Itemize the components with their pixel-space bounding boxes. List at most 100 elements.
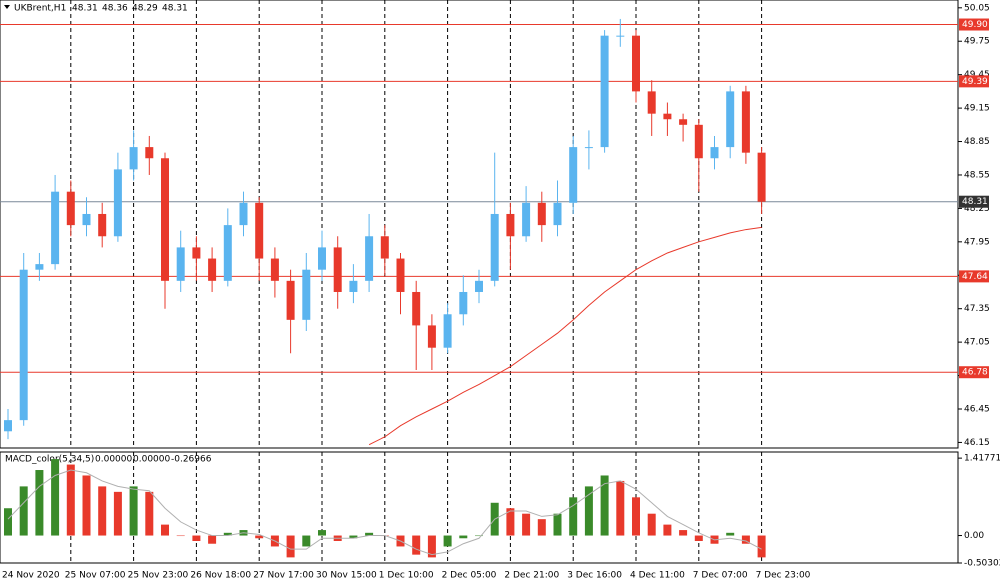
level-box bbox=[959, 366, 989, 379]
candle-body bbox=[270, 258, 279, 281]
x-tick-label: 26 Nov 18:00 bbox=[190, 571, 251, 581]
y-tick-label: 47.35 bbox=[964, 304, 990, 314]
readout-value: 48.36 bbox=[102, 4, 128, 14]
x-tick-label: 1 Dec 10:00 bbox=[379, 571, 434, 581]
macd-bar bbox=[318, 530, 326, 536]
macd-bar bbox=[208, 535, 217, 544]
candle-body bbox=[663, 113, 672, 120]
macd-bar bbox=[584, 486, 593, 536]
macd-bar bbox=[569, 497, 578, 536]
macd-bar bbox=[223, 532, 232, 536]
macd-bar bbox=[35, 470, 44, 536]
y-tick-label: 48.55 bbox=[964, 170, 990, 180]
macd-readout: -0.26966 bbox=[171, 455, 212, 465]
macd-bar bbox=[506, 508, 515, 536]
macd-title: MACD_color(5,34,5) bbox=[5, 455, 94, 465]
level-box bbox=[959, 18, 989, 31]
y-tick-label: 48.25 bbox=[964, 204, 990, 214]
macd-bar bbox=[192, 535, 201, 541]
candle-body bbox=[569, 147, 578, 203]
level-label: 49.90 bbox=[962, 20, 988, 30]
candle-body bbox=[145, 147, 154, 159]
candle-body bbox=[223, 225, 232, 281]
level-label: 47.64 bbox=[962, 272, 988, 282]
candle-body bbox=[302, 269, 311, 320]
candle-body bbox=[553, 202, 562, 226]
x-tick-label: 30 Nov 15:00 bbox=[316, 571, 377, 581]
macd-frame bbox=[0, 451, 959, 564]
macd-bar bbox=[349, 535, 358, 539]
candle-body bbox=[286, 280, 295, 320]
readout-value: 48.31 bbox=[162, 4, 188, 14]
candle-body bbox=[333, 247, 342, 292]
macd-bar bbox=[161, 524, 169, 536]
candle-body bbox=[82, 213, 91, 226]
macd-bar bbox=[4, 508, 12, 536]
macd-bar bbox=[255, 535, 264, 539]
x-tick-label: 3 Dec 16:00 bbox=[567, 571, 622, 581]
level-label: 46.78 bbox=[962, 368, 988, 378]
macd-bar bbox=[537, 519, 546, 536]
macd-signal bbox=[7, 469, 762, 556]
macd-bar bbox=[632, 497, 640, 536]
candle-body bbox=[726, 91, 735, 148]
candle-body bbox=[380, 236, 389, 259]
candle-body bbox=[176, 247, 185, 281]
price-frame bbox=[0, 0, 959, 449]
candle-body bbox=[741, 91, 750, 153]
candle-body bbox=[600, 35, 609, 148]
macd-bar bbox=[286, 535, 295, 558]
candle-body bbox=[66, 191, 75, 226]
candle-body bbox=[129, 147, 138, 170]
candle-body bbox=[443, 314, 452, 348]
candle-body bbox=[757, 152, 766, 202]
candle-body bbox=[679, 119, 688, 125]
macd-bar bbox=[66, 464, 75, 536]
candle-body bbox=[208, 258, 217, 281]
x-tick-label: 25 Nov 23:00 bbox=[128, 571, 189, 581]
x-tick-label: 4 Dec 11:00 bbox=[630, 571, 685, 581]
macd-bar bbox=[412, 535, 421, 555]
candle-body bbox=[506, 213, 515, 237]
macd-bar bbox=[82, 475, 91, 536]
y-tick-label: 49.75 bbox=[964, 37, 990, 47]
candle-body bbox=[396, 258, 405, 292]
candle-body bbox=[19, 269, 28, 421]
candle-body bbox=[161, 158, 169, 281]
x-tick-label: 7 Dec 23:00 bbox=[756, 571, 811, 581]
candle-body bbox=[4, 420, 12, 432]
macd-bar bbox=[129, 486, 138, 536]
y-tick-label: 49.15 bbox=[964, 104, 990, 114]
y-tick-label: 46.45 bbox=[964, 404, 990, 414]
candle-body bbox=[459, 291, 468, 315]
macd-bar bbox=[427, 535, 436, 558]
x-tick-label: 2 Dec 05:00 bbox=[442, 571, 497, 581]
candle-body bbox=[318, 247, 326, 270]
x-tick-label: 27 Nov 17:00 bbox=[253, 571, 314, 581]
macd-readout: 0.00000 bbox=[95, 455, 132, 465]
macd-y-tick-label: 1.41771 bbox=[964, 454, 1000, 464]
macd-bar bbox=[647, 513, 656, 536]
moving-average bbox=[368, 226, 762, 446]
level-box bbox=[959, 270, 989, 283]
macd-bar bbox=[98, 486, 107, 536]
candle-body bbox=[537, 202, 546, 226]
macd-bar bbox=[679, 530, 688, 536]
y-tick-label: 48.85 bbox=[964, 137, 990, 147]
candle-body bbox=[412, 291, 421, 326]
macd-bar bbox=[113, 491, 122, 536]
candle-body bbox=[255, 202, 264, 259]
macd-bar bbox=[600, 475, 609, 536]
candle-body bbox=[647, 91, 656, 114]
macd-bar bbox=[459, 535, 468, 539]
y-tick-label: 50.05 bbox=[964, 3, 990, 13]
macd-bar bbox=[475, 535, 483, 537]
candle-body bbox=[98, 213, 107, 237]
candle-body bbox=[616, 35, 625, 37]
candle-body bbox=[365, 236, 374, 281]
macd-bar bbox=[19, 486, 28, 536]
x-tick-label: 7 Dec 07:00 bbox=[693, 571, 748, 581]
candle-body bbox=[427, 325, 436, 348]
macd-y-tick-label: -0.50302 bbox=[964, 559, 1000, 569]
macd-bar bbox=[616, 480, 625, 536]
